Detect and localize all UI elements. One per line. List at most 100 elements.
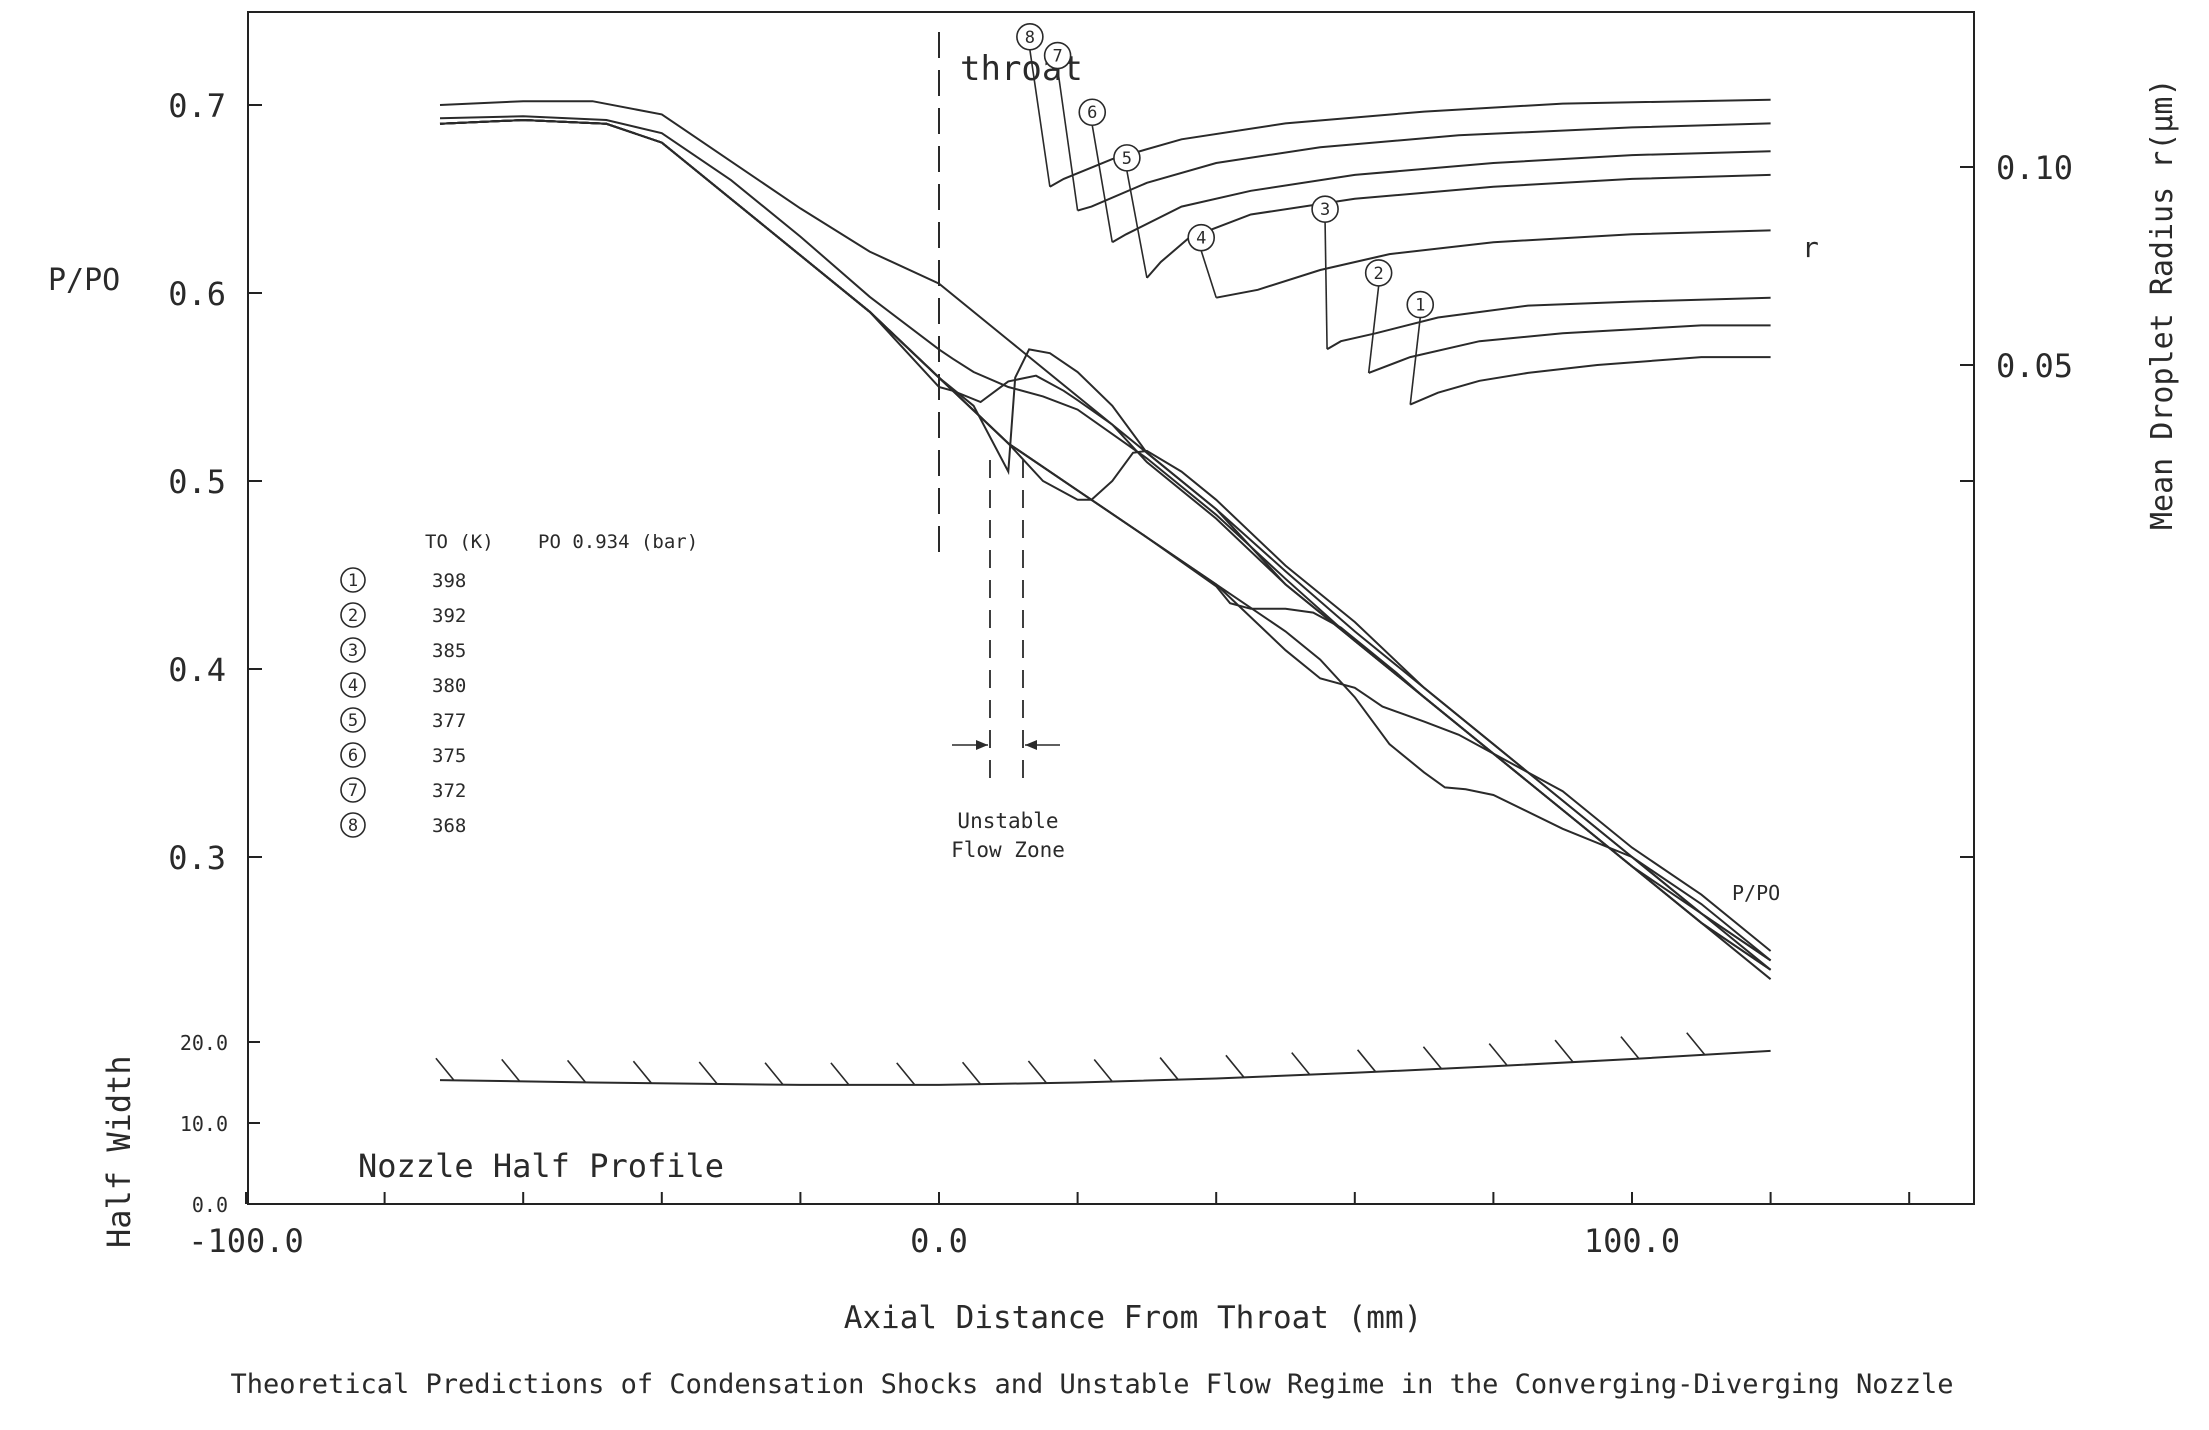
y-tick-label-left: 0.5 [168,463,226,501]
radius-curve-4 [1216,229,1771,299]
legend-marker-circle [340,602,366,628]
legend-marker-label: 5 [348,711,358,731]
legend-marker-label: 4 [348,676,358,696]
curve-marker-circle [1016,22,1044,51]
legend-marker-circle [340,672,366,698]
nozzle-hatch [961,1061,982,1085]
legend-marker-label: 3 [348,641,358,661]
curve-marker-leader [1200,250,1217,298]
y-tick-label-left: 0.7 [168,87,226,125]
legend-t0-value: 372 [432,780,466,802]
nozzle-hatch [1686,1032,1706,1056]
curve-marker-leader [1324,222,1328,350]
curve-marker-leader [1409,317,1422,405]
curve-marker-label: 7 [1052,47,1062,67]
legend-marker-circle [340,742,366,768]
y-axis-label-lower: Half Width [100,1055,138,1248]
nozzle-hatch [566,1059,587,1083]
nozzle-hatch [896,1062,916,1086]
axis-ticks [245,104,1974,1204]
legend-t0-value: 380 [432,675,466,697]
curve-marker-label: 6 [1087,103,1097,123]
nozzle-profile [435,1032,1771,1086]
nozzle-wall [439,1049,1771,1086]
curve-marker-circle [1187,223,1215,252]
curve-marker-label: 5 [1122,149,1132,169]
unstable-label-2: Flow Zone [951,838,1065,862]
radius-curve-8 [1049,98,1771,188]
legend-marker-label: 7 [348,781,358,801]
legend-marker-label: 2 [348,606,358,626]
nozzle-hatch [435,1057,455,1081]
y-tick-label-left: 0.3 [168,839,226,877]
curve-marker-circle [1311,195,1339,223]
radius-curve-6 [1111,150,1771,244]
curve-marker-leader [1091,125,1114,243]
pressure-curves [439,100,1772,980]
plot-frame [247,11,1975,1205]
y-tick-label-left: 0.4 [168,651,226,689]
unstable-zone-left-arrowhead [976,740,988,750]
nozzle-hatch [1356,1049,1377,1073]
y-tick-label-left: 0.6 [168,275,226,313]
curve-marker-leader [1056,68,1079,211]
nozzle-hatch [1027,1060,1048,1084]
nozzle-hatch [632,1060,653,1084]
legend-t0-value: 375 [432,745,466,767]
nozzle-hatch [764,1062,784,1086]
radius-curve-7 [1077,122,1771,212]
legend-t0-value: 377 [432,710,466,732]
curve-marker-label: 3 [1320,200,1330,220]
curve-marker-circle [1406,290,1435,319]
curve-marker-label: 4 [1196,229,1206,249]
y-tick-label-right: 0.10 [1996,149,2073,187]
curve-marker-leader [1126,170,1148,279]
nozzle-hatch [830,1062,850,1086]
legend-t0-value: 392 [432,605,466,627]
legend-marker-circle [340,567,366,593]
curve-marker-leader [1029,49,1051,187]
nozzle-hatch [1422,1046,1443,1070]
y-tick-label-right: 0.05 [1996,347,2073,385]
nozzle-hatch [1620,1036,1640,1060]
legend-marker-circle [340,707,366,733]
curve-marker-label: 2 [1374,264,1384,284]
curve-marker-label: 1 [1415,296,1425,316]
curve-marker-circle [1364,259,1393,287]
curve-marker-label: 8 [1025,28,1035,48]
x-tick-label: 100.0 [1584,1222,1680,1260]
ppo-label: P/PO [1732,881,1780,905]
curve-marker-circle [1078,98,1107,127]
nozzle-hatch [1291,1052,1311,1076]
curve-markers: 1 2 3 4 5 6 78 [1016,22,1435,405]
legend: TO (K) PO 0.934 (bar) 1 398 2 392 3 385 4 380 5 3… [340,531,698,838]
nozzle-profile-label: Nozzle Half Profile [358,1147,724,1185]
curve-marker-leader [1367,285,1380,374]
radius-curve-3 [1326,296,1771,351]
x-axis-label: Axial Distance From Throat (mm) [844,1300,1423,1336]
legend-t0-value: 398 [432,570,466,592]
nozzle-hatch [698,1061,718,1085]
unstable-zone-right-arrowhead [1025,740,1037,750]
radius-curves [1049,98,1771,406]
legend-marker-label: 1 [348,571,358,591]
curve-marker-circle [1113,144,1141,172]
x-tick-label: -100.0 [188,1222,304,1260]
nozzle-hatch [1225,1054,1245,1078]
y-axis-label-right: Mean Droplet Radius r(µm) [2145,78,2180,530]
nozzle-hatch [501,1058,521,1082]
legend-header-p0: PO 0.934 (bar) [538,531,698,553]
radius-curve-5 [1146,173,1771,279]
y-tick-label-lower: 20.0 [180,1031,228,1055]
y-tick-label-lower: 0.0 [192,1193,228,1217]
legend-marker-circle [340,812,366,838]
r-label: r [1802,231,1819,264]
nozzle-hatch [1554,1039,1574,1063]
unstable-label-1: Unstable [957,809,1058,833]
y-axis-label-left: P/PO [48,263,120,298]
legend-marker-circle [340,777,366,803]
legend-marker-label: 8 [348,816,358,836]
legend-marker-label: 6 [348,746,358,766]
nozzle-hatch [1488,1043,1508,1067]
